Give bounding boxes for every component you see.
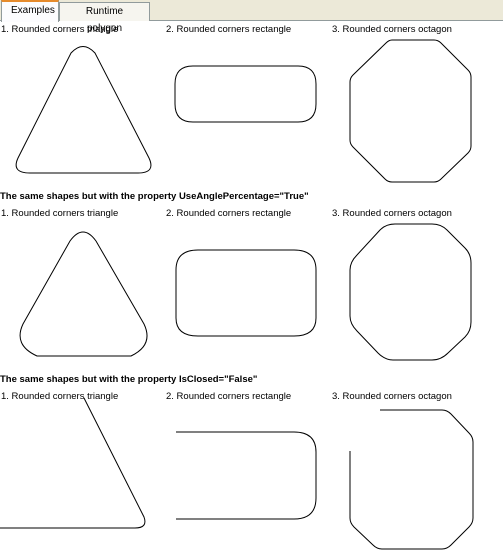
caption-rectangle: 2. Rounded corners rectangle: [166, 391, 292, 402]
open-rounded-rectangle: [176, 431, 317, 520]
rounded-rectangle-angle-percentage: [175, 249, 317, 337]
rounded-octagon: [349, 39, 472, 183]
caption-rectangle: 2. Rounded corners rectangle: [166, 24, 292, 35]
open-rounded-triangle: [0, 397, 146, 529]
rounded-triangle-angle-percentage: [19, 231, 148, 357]
rounded-octagon-angle-percentage: [349, 223, 472, 361]
caption-rectangle: 2. Rounded corners rectangle: [166, 208, 292, 219]
caption-triangle: 1. Rounded corners triangle: [1, 24, 119, 35]
caption-octagon: 3. Rounded corners octagon: [332, 24, 452, 35]
caption-octagon: 3. Rounded corners octagon: [332, 391, 452, 402]
rounded-triangle: [15, 46, 152, 174]
tab-bar: Runtime polygon Examples: [0, 0, 503, 34]
rounded-rectangle: [174, 65, 317, 123]
caption-triangle: 1. Rounded corners triangle: [1, 391, 119, 402]
tab-runtime-polygon[interactable]: Runtime polygon: [59, 2, 150, 34]
tab-examples[interactable]: Examples: [1, 0, 59, 22]
section-heading-angle-percentage: The same shapes but with the property Us…: [0, 191, 309, 202]
caption-triangle: 1. Rounded corners triangle: [1, 208, 119, 219]
caption-octagon: 3. Rounded corners octagon: [332, 208, 452, 219]
open-rounded-octagon: [349, 409, 474, 550]
section-heading-is-closed: The same shapes but with the property Is…: [0, 374, 258, 385]
